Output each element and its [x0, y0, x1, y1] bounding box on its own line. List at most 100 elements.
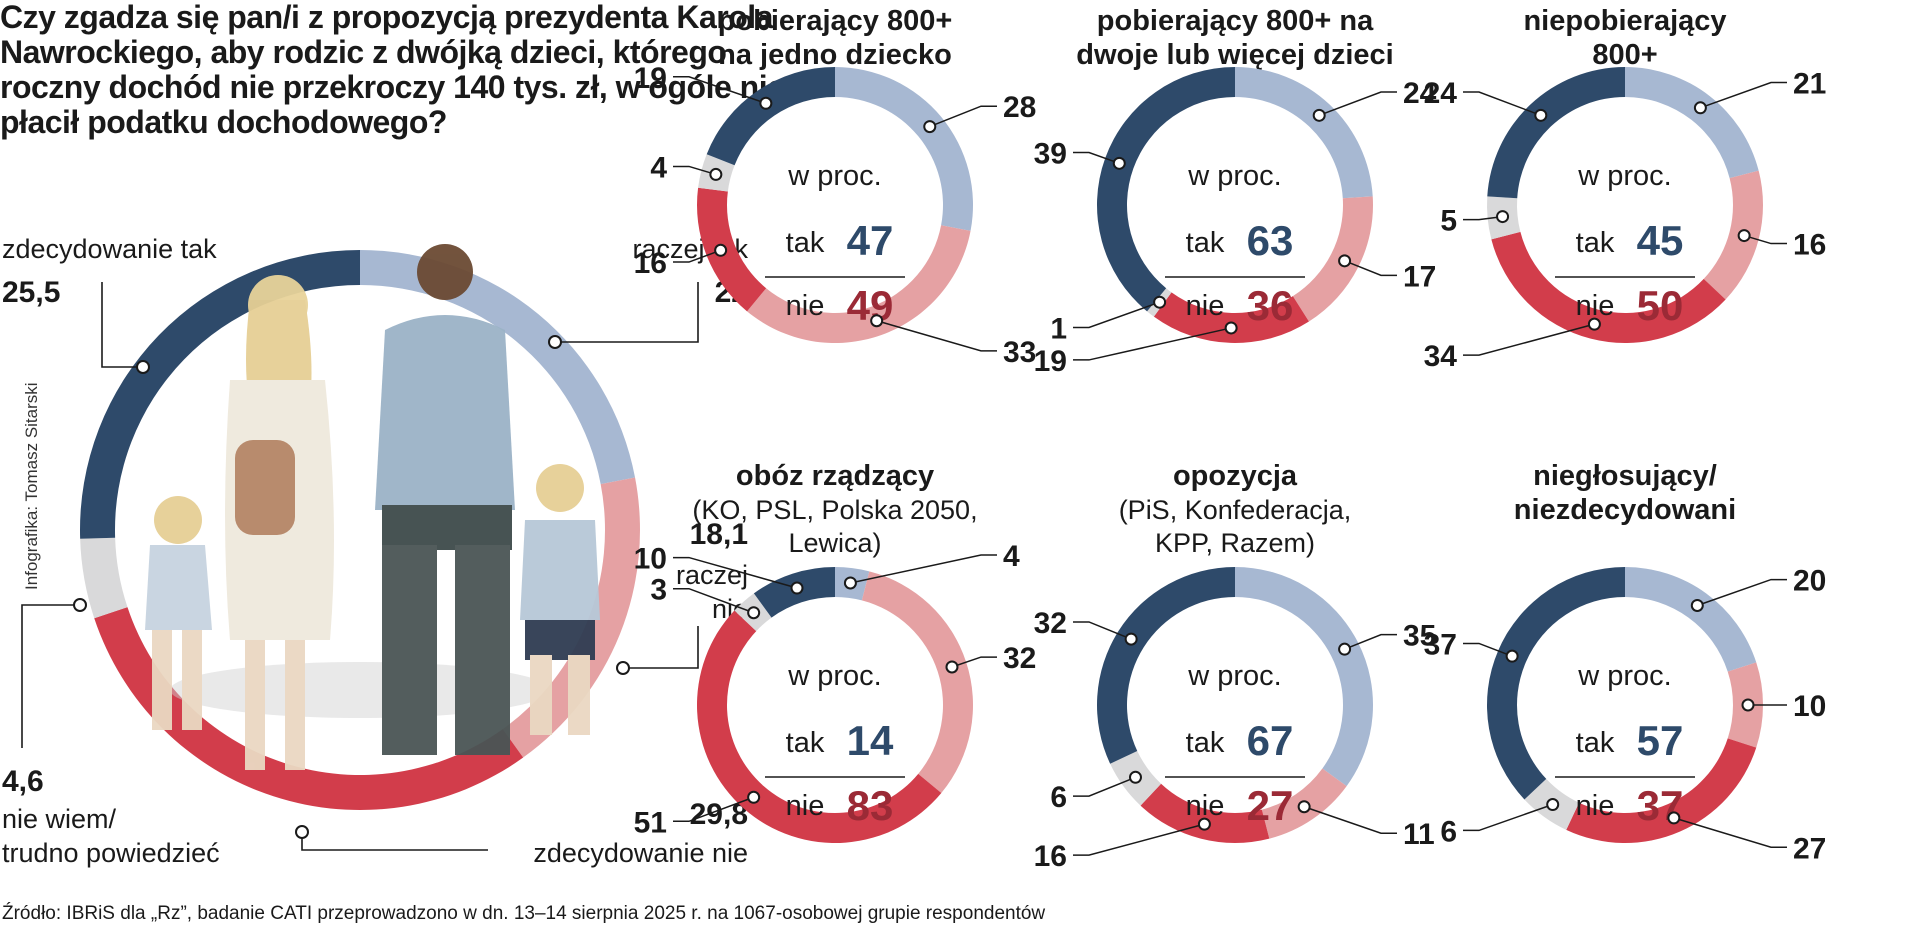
donut-p800_jedno: pobierający 800+na jedno dziecko w proc. t…: [634, 5, 1037, 369]
label-nie-wiem-1: nie wiem/: [2, 804, 117, 834]
nieglosujacy-slice-raczej-tak: [1625, 567, 1757, 672]
value-dot: [747, 790, 761, 804]
value-leader: [673, 76, 767, 104]
value-dot: [1297, 800, 1311, 814]
value-leader: [1073, 301, 1160, 329]
inner-tak-value: 67: [1247, 717, 1294, 764]
inner-unit: w proc.: [1187, 660, 1281, 692]
main-slice-nie-wiem: [80, 537, 128, 619]
value-dot: [1693, 101, 1707, 115]
value-leader: [1073, 823, 1205, 856]
value-dot: [1128, 770, 1142, 784]
donut-nieglosujacy: niegłosujący/niezdecydowani w proc. tak 57 n…: [1424, 460, 1827, 865]
value-leader: [673, 249, 721, 263]
value-label-raczej-nie: 11: [1403, 818, 1435, 851]
donut-title: pobierający 800+: [718, 5, 953, 37]
donut-oboz: obóz rządzący(KO, PSL, Polska 2050,Lewic…: [634, 460, 1036, 843]
value-dot: [1112, 156, 1126, 170]
value-label-raczej-tak: 4: [1003, 540, 1020, 573]
opozycja-slice-zdecydowanie-tak: [1097, 567, 1235, 764]
value-dot: [1338, 642, 1352, 656]
value-leader: [673, 796, 754, 823]
value-leader: [951, 656, 997, 668]
value-leader: [876, 320, 997, 352]
niepobierajacy-slice-zdecydowanie-tak: [1487, 67, 1625, 199]
value-label-zdecydowanie-nie: 51: [634, 806, 667, 839]
value-dot: [759, 96, 773, 110]
value-leader: [1073, 621, 1132, 640]
main-slice-zdecydowanie-nie: [94, 607, 524, 810]
donut-subtitle: (PiS, Konfederacja,: [1119, 495, 1352, 525]
value-dot: [1505, 649, 1519, 663]
value-leader: [1344, 633, 1397, 650]
value-label-raczej-nie: 17: [1403, 260, 1436, 293]
inner-tak-value: 57: [1637, 717, 1684, 764]
niepobierajacy-slice-raczej-nie: [1703, 170, 1763, 300]
value-dot: [1667, 811, 1681, 825]
value-label-zdecydowanie-tak: 24: [1424, 77, 1458, 110]
value-leader: [1073, 151, 1120, 165]
value-dot: [843, 576, 857, 590]
label-zdecydowanie-tak: zdecydowanie tak: [2, 234, 217, 264]
value-dot: [1124, 632, 1138, 646]
donut-title: niegłosujący/: [1533, 460, 1717, 492]
value-dot: [1338, 254, 1352, 268]
inner-tak-value: 63: [1247, 217, 1294, 264]
inner-unit: w proc.: [1577, 160, 1671, 192]
inner-nie-value: 49: [847, 282, 894, 329]
value-dot: [1153, 295, 1167, 309]
value-leader: [1463, 642, 1513, 657]
inner-tak-value: 47: [847, 217, 894, 264]
value-leader: [1697, 578, 1787, 607]
value-label-nie-wiem: 4: [650, 151, 667, 184]
inner-unit: w proc.: [787, 160, 881, 192]
question-title: Czy zgadza się pan/i z propozycją prezyd…: [0, 0, 785, 140]
value-nie-wiem: 4,6: [2, 765, 44, 798]
inner-tak-label: tak: [1186, 727, 1225, 759]
value-label-raczej-tak: 21: [1793, 68, 1826, 101]
p800_dwoje-slice-raczej-tak: [1235, 67, 1373, 199]
value-leader: [1463, 323, 1595, 356]
value-dot: [1690, 598, 1704, 612]
inner-nie-value: 50: [1637, 282, 1684, 329]
nieglosujacy-slice-zdecydowanie-nie: [1566, 738, 1757, 844]
value-dot: [714, 243, 728, 257]
inner-tak-label: tak: [1576, 227, 1615, 259]
oboz-slice-raczej-nie: [861, 571, 974, 793]
inner-nie-value: 83: [847, 782, 894, 829]
value-zdecydowanie-tak: 25,5: [2, 276, 60, 309]
value-label-zdecydowanie-nie: 16: [1034, 840, 1067, 873]
donut-title: niezdecydowani: [1514, 494, 1736, 526]
value-leader: [1743, 234, 1787, 245]
value-leader: [1673, 817, 1787, 849]
p800_jedno-slice-raczej-tak: [835, 67, 973, 231]
donut-subtitle: KPP, Razem): [1155, 528, 1315, 558]
inner-tak-value: 45: [1637, 217, 1684, 264]
value-label-nie-wiem: 3: [650, 574, 667, 607]
value-dot: [945, 660, 959, 674]
oboz-slice-zdecydowanie-nie: [697, 610, 942, 843]
opozycja-slice-zdecydowanie-nie: [1140, 783, 1270, 843]
donut-title: pobierający 800+ na: [1097, 5, 1374, 37]
label-raczej-nie-1: raczej: [676, 560, 748, 590]
value-dot: [1197, 817, 1211, 831]
inner-nie-label: nie: [786, 290, 825, 322]
inner-nie-label: nie: [786, 790, 825, 822]
value-leader: [1344, 260, 1397, 277]
value-label-nie-wiem: 6: [1440, 815, 1457, 848]
value-leader: [1318, 91, 1397, 117]
p800_jedno-slice-zdecydowanie-nie: [697, 187, 767, 312]
value-dot: [1224, 321, 1238, 335]
main-slice-raczej-nie: [502, 477, 640, 758]
donut-opozycja: opozycja(PiS, Konfederacja,KPP, Razem) w …: [1034, 460, 1437, 873]
donut-title: 800+: [1592, 39, 1657, 71]
family-illustration: [145, 244, 600, 770]
value-label-nie-wiem: 1: [1050, 312, 1067, 345]
label-nie-wiem-2: trudno powiedzieć: [2, 838, 220, 868]
value-label-raczej-nie: 10: [1793, 690, 1826, 723]
inner-tak-label: tak: [1576, 727, 1615, 759]
p800_dwoje-slice-zdecydowanie-nie: [1153, 292, 1309, 343]
value-leader: [1463, 803, 1553, 832]
